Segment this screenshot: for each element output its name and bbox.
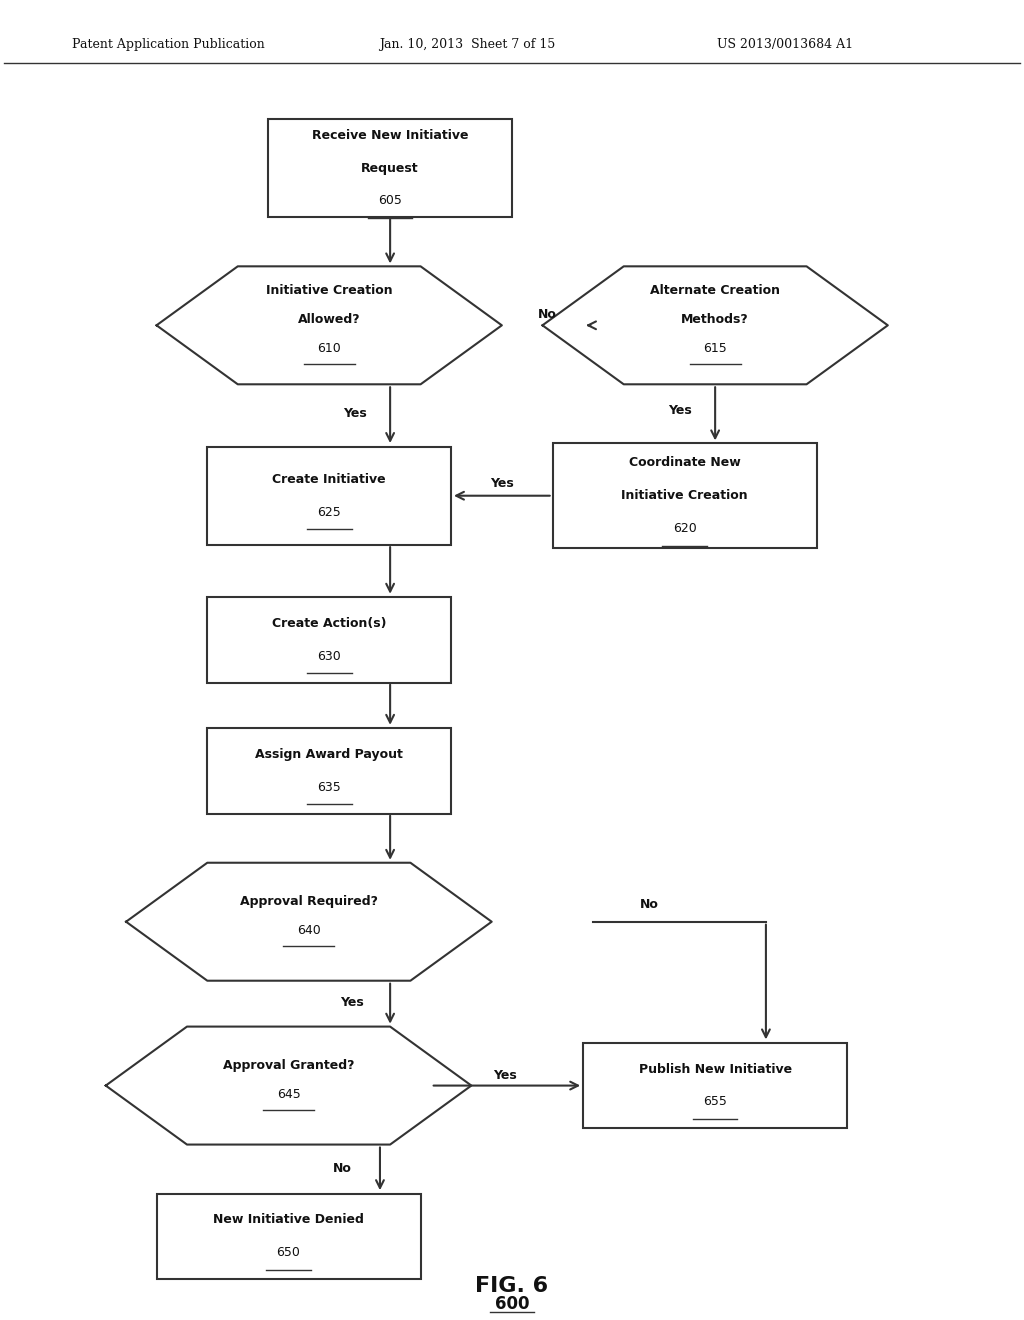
- Bar: [268, 119, 512, 218]
- Bar: [207, 729, 451, 813]
- Text: Yes: Yes: [340, 997, 364, 1010]
- Text: FIG. 6: FIG. 6: [475, 1276, 549, 1296]
- Text: Receive New Initiative: Receive New Initiative: [312, 129, 468, 141]
- Text: Initiative Creation: Initiative Creation: [266, 284, 392, 297]
- Text: 620: 620: [673, 521, 696, 535]
- Text: Alternate Creation: Alternate Creation: [650, 284, 780, 297]
- Text: Yes: Yes: [668, 404, 691, 417]
- Text: 630: 630: [317, 649, 341, 663]
- Text: Request: Request: [361, 161, 419, 174]
- Text: Create Action(s): Create Action(s): [272, 616, 386, 630]
- Text: Initiative Creation: Initiative Creation: [622, 490, 748, 502]
- Polygon shape: [126, 863, 492, 981]
- Text: New Initiative Denied: New Initiative Denied: [213, 1213, 364, 1226]
- Polygon shape: [157, 267, 502, 384]
- Text: 625: 625: [317, 506, 341, 519]
- Text: Yes: Yes: [493, 1069, 517, 1081]
- Text: 600: 600: [495, 1295, 529, 1313]
- Text: 635: 635: [317, 781, 341, 793]
- Text: Create Initiative: Create Initiative: [272, 473, 386, 486]
- Text: Publish New Initiative: Publish New Initiative: [639, 1063, 792, 1076]
- Bar: [583, 1043, 847, 1129]
- Text: US 2013/0013684 A1: US 2013/0013684 A1: [717, 37, 853, 50]
- Text: No: No: [333, 1162, 352, 1175]
- Text: Yes: Yes: [343, 407, 367, 420]
- Text: Allowed?: Allowed?: [298, 313, 360, 326]
- Text: Yes: Yes: [489, 478, 514, 491]
- Polygon shape: [105, 1027, 471, 1144]
- Text: 655: 655: [703, 1096, 727, 1109]
- Text: Approval Granted?: Approval Granted?: [223, 1059, 354, 1072]
- Text: 650: 650: [276, 1246, 300, 1259]
- Text: Coordinate New: Coordinate New: [629, 457, 740, 470]
- Text: Patent Application Publication: Patent Application Publication: [72, 37, 264, 50]
- Polygon shape: [543, 267, 888, 384]
- Bar: [553, 444, 817, 548]
- Bar: [157, 1193, 421, 1279]
- Text: 645: 645: [276, 1088, 300, 1101]
- Text: Approval Required?: Approval Required?: [240, 895, 378, 908]
- Text: 605: 605: [378, 194, 402, 207]
- Text: Assign Award Payout: Assign Award Payout: [255, 748, 403, 762]
- Text: Methods?: Methods?: [681, 313, 749, 326]
- Text: No: No: [640, 898, 658, 911]
- Text: No: No: [538, 309, 557, 321]
- Bar: [207, 598, 451, 682]
- Text: 615: 615: [703, 342, 727, 355]
- Text: 610: 610: [317, 342, 341, 355]
- Text: Jan. 10, 2013  Sheet 7 of 15: Jan. 10, 2013 Sheet 7 of 15: [379, 37, 555, 50]
- Text: 640: 640: [297, 924, 321, 937]
- Bar: [207, 446, 451, 545]
